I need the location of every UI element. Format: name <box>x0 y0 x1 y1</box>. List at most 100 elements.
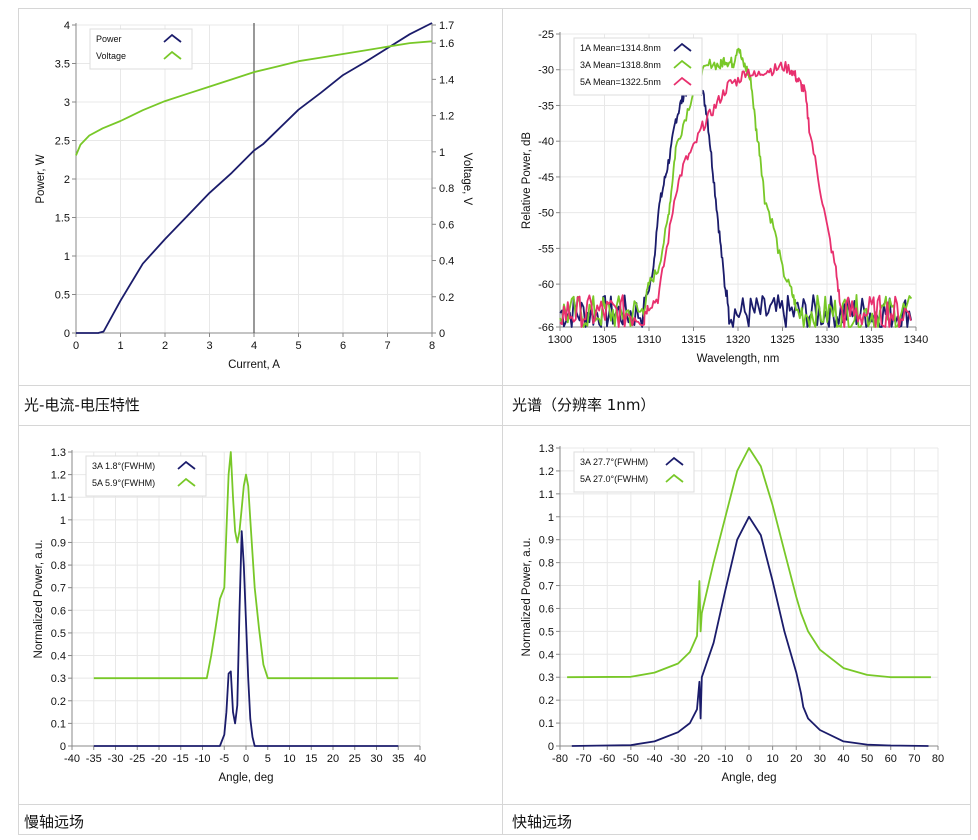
y-tick-label: 1 <box>548 512 554 524</box>
y-tick-label: 0.6 <box>539 603 554 615</box>
x-tick-label: 5 <box>295 340 301 352</box>
legend-label: Voltage <box>96 51 126 61</box>
x-tick-label: -15 <box>173 753 189 765</box>
x-tick-label: 8 <box>429 340 435 352</box>
series-line-power <box>76 22 433 334</box>
x-tick-label: 20 <box>790 753 802 765</box>
x-tick-label: -50 <box>623 753 639 765</box>
y-tick-label: 3 <box>64 97 70 109</box>
y-tick-label: 0.2 <box>51 696 66 708</box>
y-tick-label: 0.2 <box>539 695 554 707</box>
y-tick-label: 4 <box>64 20 70 32</box>
legend-swatch <box>163 50 182 60</box>
table-border-right <box>970 8 971 835</box>
legend-label: 1A Mean=1314.8nm <box>580 43 661 53</box>
x-tick-label: -80 <box>552 753 568 765</box>
y-tick-label: 0.7 <box>51 583 66 595</box>
y-tick-label: 1 <box>64 251 70 263</box>
legend-label: 3A 1.8°(FWHM) <box>92 461 155 471</box>
y-tick-label: -66 <box>538 322 554 334</box>
x-tick-label: 0 <box>746 753 752 765</box>
y-tick-label: 0 <box>60 741 66 753</box>
legend-label: 5A 27.0°(FWHM) <box>580 474 648 484</box>
legend-box <box>573 37 703 96</box>
y-tick-label: 0.8 <box>51 560 66 572</box>
y2-tick-label: 1 <box>439 147 445 159</box>
y-tick-label: 1.3 <box>539 443 554 455</box>
caption-fast-axis: 快轴远场 <box>512 813 573 831</box>
x-tick-label: 40 <box>414 753 426 765</box>
caption-liv: 光-电流-电压特性 <box>24 396 140 414</box>
table-border-bottom <box>18 834 971 835</box>
x-tick-label: -20 <box>694 753 710 765</box>
x-tick-label: 35 <box>392 753 404 765</box>
y-tick-label: -55 <box>538 243 554 255</box>
caption-spectrum: 光谱（分辨率 1nm） <box>512 396 656 414</box>
series-line-5a-mean-1322-5nm <box>559 61 912 328</box>
legend-swatch <box>177 460 196 470</box>
y-tick-label: 2.5 <box>55 136 70 148</box>
y-tick-label: 0.5 <box>539 626 554 638</box>
legend-swatch <box>673 76 692 86</box>
y-tick-label: 0.3 <box>51 673 66 685</box>
legend-swatch <box>177 477 196 487</box>
y-tick-label: 0.4 <box>539 649 554 661</box>
table-border-top <box>18 8 971 9</box>
x-axis-label: Angle, deg <box>722 772 777 784</box>
x-tick-label: 3 <box>206 340 212 352</box>
y-axis-label: Normalized Power, a.u. <box>521 538 533 657</box>
y-tick-label: 0.8 <box>539 558 554 570</box>
x-tick-label: -40 <box>64 753 80 765</box>
y-tick-label: 2 <box>64 174 70 186</box>
x-tick-label: 10 <box>767 753 779 765</box>
y2-tick-label: 1.2 <box>439 111 454 123</box>
series-line-5a-27-0-fwhm- <box>567 447 931 679</box>
table-border-center <box>502 8 503 835</box>
y-tick-label: -35 <box>538 100 554 112</box>
x-tick-label: 1330 <box>815 334 839 346</box>
y-tick-label: 1.1 <box>539 489 554 501</box>
x-tick-label: -35 <box>86 753 102 765</box>
x-tick-label: -25 <box>129 753 145 765</box>
legend-swatch <box>665 456 684 466</box>
x-tick-label: 10 <box>283 753 295 765</box>
y-tick-label: -30 <box>538 65 554 77</box>
y-tick-label: -60 <box>538 279 554 291</box>
y-tick-label: 0.1 <box>539 718 554 730</box>
x-tick-label: 4 <box>251 340 257 352</box>
x-tick-label: -70 <box>576 753 592 765</box>
x-tick-label: -60 <box>599 753 615 765</box>
y-axis-label: Relative Power, dB <box>521 132 533 229</box>
x-tick-label: 1320 <box>726 334 750 346</box>
x-tick-label: 80 <box>932 753 944 765</box>
x-tick-label: 0 <box>73 340 79 352</box>
x-tick-label: 1315 <box>681 334 705 346</box>
legend-box <box>89 28 193 70</box>
y-tick-label: -25 <box>538 29 554 41</box>
y-tick-label: 1.2 <box>539 466 554 478</box>
legend-label: 3A 27.7°(FWHM) <box>580 457 648 467</box>
x-tick-label: 1325 <box>770 334 794 346</box>
y2-tick-label: 0 <box>439 328 445 340</box>
x-tick-label: -30 <box>108 753 124 765</box>
y2-tick-label: 1.6 <box>439 38 454 50</box>
x-tick-label: 7 <box>384 340 390 352</box>
x-tick-label: -10 <box>717 753 733 765</box>
y-tick-label: 1 <box>60 515 66 527</box>
y2-tick-label: 1.4 <box>439 74 454 86</box>
y2-tick-label: 0.6 <box>439 219 454 231</box>
legend-swatch <box>673 59 692 69</box>
y-tick-label: 0.9 <box>539 535 554 547</box>
y2-axis-label: Voltage, V <box>461 153 473 206</box>
legend-label: 5A Mean=1322.5nm <box>580 77 661 87</box>
series-line-voltage <box>75 40 433 156</box>
y-tick-label: 0.1 <box>51 718 66 730</box>
x-tick-label: -20 <box>151 753 167 765</box>
table-border-mid3 <box>18 804 971 805</box>
y-tick-label: 0 <box>64 328 70 340</box>
x-tick-label: 25 <box>349 753 361 765</box>
y-tick-label: 0.3 <box>539 672 554 684</box>
y2-tick-label: 0.4 <box>439 256 454 268</box>
